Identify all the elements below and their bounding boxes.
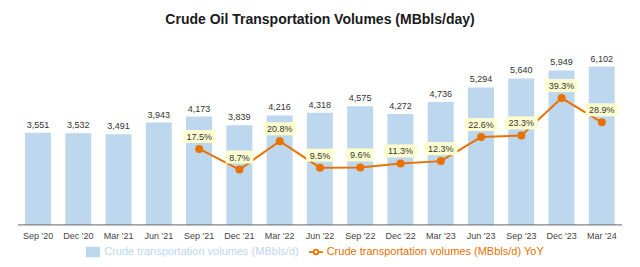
- svg-text:4,575: 4,575: [349, 93, 372, 103]
- svg-text:Mar '24: Mar '24: [587, 231, 617, 241]
- svg-text:Dec '23: Dec '23: [546, 231, 576, 241]
- svg-text:6,102: 6,102: [590, 54, 613, 64]
- svg-text:39.3%: 39.3%: [549, 81, 575, 91]
- svg-text:3,491: 3,491: [107, 121, 130, 131]
- svg-text:Dec '20: Dec '20: [63, 231, 93, 241]
- svg-text:3,532: 3,532: [67, 120, 90, 130]
- svg-text:20.8%: 20.8%: [267, 124, 293, 134]
- svg-text:23.3%: 23.3%: [509, 118, 535, 128]
- svg-text:5,640: 5,640: [510, 65, 533, 75]
- svg-text:Sep '23: Sep '23: [506, 231, 536, 241]
- svg-text:Jun '22: Jun '22: [306, 231, 335, 241]
- svg-text:5,949: 5,949: [550, 57, 573, 67]
- svg-text:3,943: 3,943: [148, 110, 171, 120]
- svg-text:8.7%: 8.7%: [229, 153, 250, 163]
- svg-text:12.3%: 12.3%: [428, 144, 454, 154]
- svg-text:4,173: 4,173: [188, 104, 211, 114]
- svg-text:9.6%: 9.6%: [350, 150, 371, 160]
- svg-text:Jun '23: Jun '23: [467, 231, 496, 241]
- svg-text:28.9%: 28.9%: [589, 105, 615, 115]
- svg-text:Sep '22: Sep '22: [345, 231, 375, 241]
- svg-text:4,272: 4,272: [389, 101, 412, 111]
- svg-text:Mar '23: Mar '23: [426, 231, 456, 241]
- svg-text:3,551: 3,551: [27, 120, 50, 130]
- svg-text:4,736: 4,736: [429, 89, 452, 99]
- html-text:Crude Oil Transportation Volum: Crude Oil Transportation Volumes (MBbls/…: [165, 11, 475, 27]
- svg-text:4,318: 4,318: [309, 100, 332, 110]
- svg-text:Sep '21: Sep '21: [184, 231, 214, 241]
- svg-text:9.5%: 9.5%: [310, 151, 331, 161]
- svg-text:Dec '22: Dec '22: [385, 231, 415, 241]
- svg-text:Mar '21: Mar '21: [104, 231, 134, 241]
- svg-text:11.3%: 11.3%: [388, 146, 413, 156]
- svg-text:17.5%: 17.5%: [186, 132, 212, 142]
- svg-text:Jun '21: Jun '21: [145, 231, 174, 241]
- svg-text:3,839: 3,839: [228, 112, 251, 122]
- svg-text:Sep '20: Sep '20: [23, 231, 53, 241]
- html-text:Crude transportation volumes (: Crude transportation volumes (MBbls/d): [104, 244, 299, 257]
- svg-text:4,216: 4,216: [268, 102, 291, 112]
- svg-text:5,294: 5,294: [470, 74, 493, 84]
- html-text:Crude transportation volumes (: Crude transportation volumes (MBbls/d) Y…: [326, 244, 544, 257]
- svg-text:Mar '22: Mar '22: [265, 231, 295, 241]
- svg-text:Dec '21: Dec '21: [224, 231, 254, 241]
- svg-text:22.6%: 22.6%: [468, 120, 494, 130]
